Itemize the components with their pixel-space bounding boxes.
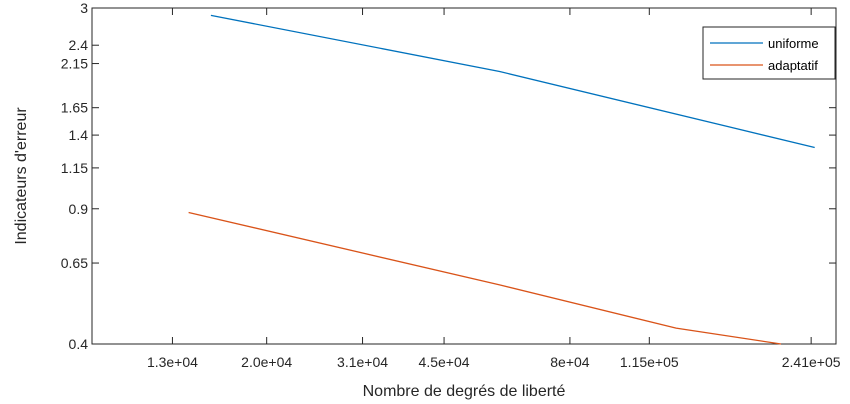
y-tick-label: 0.4 — [69, 336, 89, 352]
y-axis: 0.4 0.65 0.9 1.15 1.4 1.65 2.15 2.4 3 — [61, 0, 836, 352]
series-line-adaptatif — [188, 211, 782, 345]
legend-label-uniforme: uniforme — [768, 36, 819, 51]
y-tick-label: 0.9 — [69, 201, 89, 217]
y-tick-label: 1.65 — [61, 100, 88, 116]
x-tick-label: 2.41e+05 — [782, 354, 841, 370]
y-tick-label: 1.15 — [61, 160, 88, 176]
x-tick-label: 1.3e+04 — [147, 354, 198, 370]
y-tick-label: 0.65 — [61, 255, 88, 271]
y-tick-label: 3 — [80, 0, 88, 16]
legend: uniforme adaptatif — [702, 26, 836, 80]
legend-label-adaptatif: adaptatif — [768, 58, 818, 73]
y-axis-label: Indicateurs d'erreur — [13, 107, 30, 245]
legend-box — [702, 26, 836, 80]
x-tick-label: 4.5e+04 — [419, 354, 470, 370]
x-tick-label: 8e+04 — [550, 354, 590, 370]
y-tick-label: 2.15 — [61, 56, 88, 72]
x-axis: 1.3e+04 2.0e+04 3.1e+04 4.5e+04 8e+04 1.15e+0… — [147, 8, 841, 370]
y-tick-label: 1.4 — [69, 127, 89, 143]
x-axis-label: Nombre de degrés de liberté — [363, 383, 566, 400]
x-tick-label: 2.0e+04 — [241, 354, 292, 370]
x-tick-label: 1.15e+05 — [620, 354, 679, 370]
y-tick-label: 2.4 — [69, 37, 89, 53]
x-tick-label: 3.1e+04 — [337, 354, 388, 370]
series-layer — [188, 14, 815, 345]
series-line-uniforme — [210, 14, 815, 149]
